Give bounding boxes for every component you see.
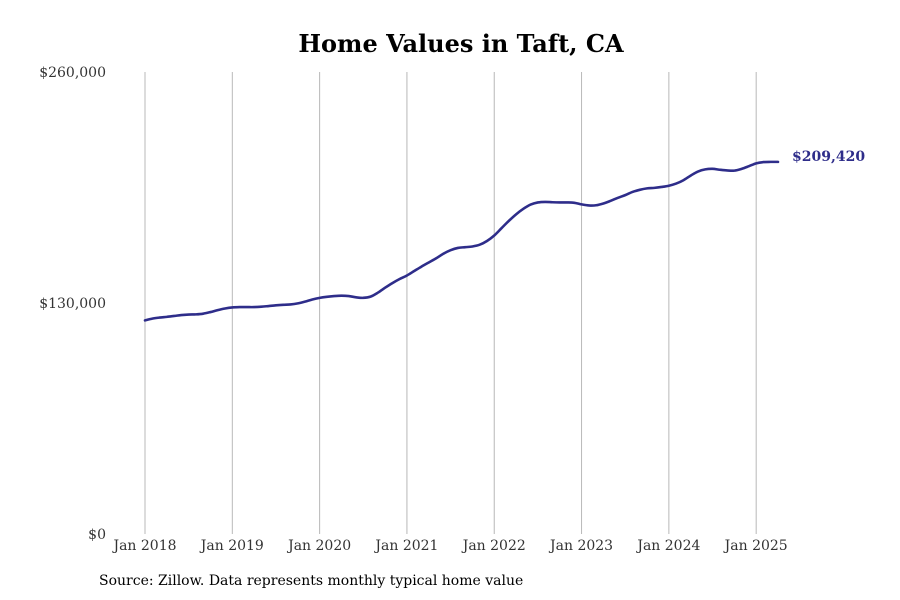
y-axis: $0 $130,000 $260,000 bbox=[39, 65, 106, 543]
x-tick-label: Jan 2022 bbox=[461, 538, 526, 554]
source-note: Source: Zillow. Data represents monthly … bbox=[99, 573, 524, 589]
x-axis: Jan 2018 Jan 2019 Jan 2020 Jan 2021 Jan 2022… bbox=[111, 538, 787, 554]
x-tick-label: Jan 2025 bbox=[723, 538, 788, 554]
x-tick-label: Jan 2023 bbox=[548, 538, 613, 554]
x-tick-label: Jan 2024 bbox=[635, 538, 700, 554]
x-tick-label: Jan 2019 bbox=[199, 538, 264, 554]
y-tick-label: $0 bbox=[88, 527, 106, 543]
x-tick-label: Jan 2018 bbox=[111, 538, 176, 554]
end-value-label: $209,420 bbox=[792, 149, 865, 165]
home-value-line bbox=[143, 160, 780, 322]
x-tick-label: Jan 2020 bbox=[286, 538, 351, 554]
grid-layer bbox=[144, 72, 757, 534]
series-layer bbox=[143, 160, 780, 322]
y-tick-label: $260,000 bbox=[39, 65, 106, 81]
x-tick-label: Jan 2021 bbox=[373, 538, 438, 554]
y-tick-label: $130,000 bbox=[39, 296, 106, 312]
chart-title: Home Values in Taft, CA bbox=[298, 29, 624, 58]
